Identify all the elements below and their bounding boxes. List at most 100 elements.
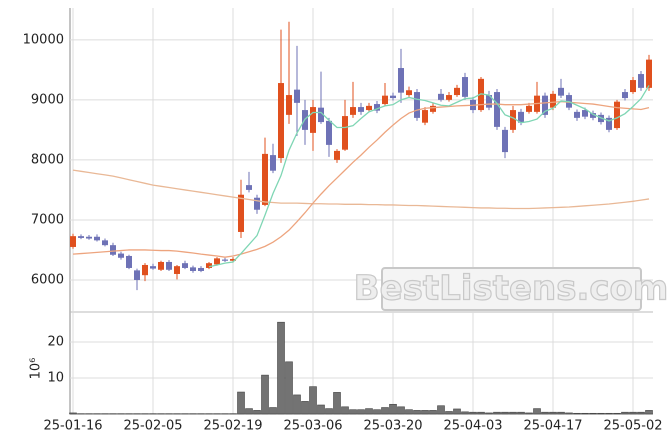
candle-body xyxy=(638,74,644,88)
candle-body xyxy=(78,236,84,238)
y-axis-label: 10⁶ xyxy=(29,358,44,380)
candle-body xyxy=(70,236,76,247)
volume-bar xyxy=(493,411,501,415)
candle-body xyxy=(190,267,196,271)
volume-bar xyxy=(485,412,493,415)
x-tick-label: 25-01-16 xyxy=(43,419,102,434)
candle-body xyxy=(94,236,100,241)
volume-bar xyxy=(421,410,429,415)
volume-bar xyxy=(397,406,405,415)
candle-body xyxy=(102,240,108,246)
candle-body xyxy=(574,111,580,118)
volume-bar xyxy=(333,392,341,415)
candle-body xyxy=(238,194,244,232)
candle-body xyxy=(550,93,556,108)
volume-bar xyxy=(349,409,357,415)
candle-body xyxy=(262,153,268,205)
candle-body xyxy=(214,258,220,265)
volume-bar xyxy=(509,411,517,415)
volume-bar xyxy=(533,408,541,415)
candle-body xyxy=(382,95,388,105)
candle-body xyxy=(406,90,412,96)
volume-bar xyxy=(557,411,565,415)
volume-bar xyxy=(477,411,485,415)
volume-bar xyxy=(381,407,389,415)
candle-body xyxy=(502,129,508,153)
candle-body xyxy=(166,261,172,270)
volume-bar xyxy=(301,401,309,415)
candle-body xyxy=(446,95,452,100)
volume-bar xyxy=(405,409,413,415)
candle-body xyxy=(126,255,132,268)
volume-bar xyxy=(357,409,365,415)
volume-bar xyxy=(501,411,509,415)
candle-body xyxy=(422,110,428,123)
candle-body xyxy=(254,197,260,210)
candle-body xyxy=(646,59,652,88)
candle-body xyxy=(614,101,620,129)
candle-body xyxy=(198,267,204,271)
candle-body xyxy=(582,110,588,117)
y-tick-label: 9000 xyxy=(31,92,64,107)
candle-body xyxy=(318,107,324,123)
volume-bar xyxy=(437,405,445,415)
candle-body xyxy=(342,116,348,150)
volume-bar xyxy=(69,412,77,415)
volume-bar xyxy=(637,411,645,415)
x-tick-label: 25-04-03 xyxy=(443,419,502,434)
candle-body xyxy=(390,95,396,99)
x-tick-label: 25-04-17 xyxy=(523,419,582,434)
y-tick-label: 10 xyxy=(47,371,64,386)
y-tick-label: 7000 xyxy=(31,212,64,227)
candle-body xyxy=(430,105,436,112)
candle-body xyxy=(158,261,164,270)
candle-body xyxy=(350,107,356,115)
volume-bar xyxy=(277,321,285,415)
volume-bar xyxy=(525,412,533,415)
candle-body xyxy=(630,80,636,93)
volume-bar xyxy=(621,411,629,415)
watermark-box xyxy=(381,267,642,311)
candle-body xyxy=(438,93,444,100)
volume-bar xyxy=(341,406,349,415)
volume-bar xyxy=(629,411,637,415)
volume-bar xyxy=(285,361,293,415)
volume-bar xyxy=(461,411,469,415)
y-tick-label: 20 xyxy=(47,335,64,350)
watermark: BestListens.com xyxy=(354,269,669,309)
volume-bar xyxy=(469,411,477,415)
candle-body xyxy=(358,107,364,112)
volume-bar xyxy=(253,410,261,415)
moving-average-line xyxy=(72,101,650,258)
candle-body xyxy=(526,105,532,112)
volume-bar xyxy=(293,394,301,415)
candle-body xyxy=(454,87,460,96)
volume-bar xyxy=(589,412,597,415)
candle-body xyxy=(286,95,292,115)
volume-bar xyxy=(389,403,397,415)
volume-bar xyxy=(549,411,557,415)
volume-bar xyxy=(413,410,421,415)
candle-body xyxy=(494,92,500,127)
candle-body xyxy=(486,95,492,108)
candle-body xyxy=(142,264,148,276)
candle-body xyxy=(182,263,188,268)
candle-body xyxy=(246,185,252,190)
x-tick-label: 25-03-20 xyxy=(363,419,422,434)
volume-bar xyxy=(245,408,253,415)
candle-body xyxy=(110,245,116,255)
volume-bar xyxy=(365,408,373,415)
y-tick-label: 10000 xyxy=(23,32,64,47)
candle-body xyxy=(414,92,420,118)
x-tick-label: 25-02-19 xyxy=(203,419,262,434)
moving-average-line xyxy=(208,85,650,268)
volume-bar xyxy=(373,409,381,415)
moving-average-line xyxy=(72,169,650,210)
candle-body xyxy=(174,266,180,274)
candle-body xyxy=(366,105,372,111)
candle-body xyxy=(398,68,404,93)
candle-body xyxy=(326,120,332,145)
volume-bar xyxy=(605,412,613,415)
candle-body xyxy=(542,95,548,115)
